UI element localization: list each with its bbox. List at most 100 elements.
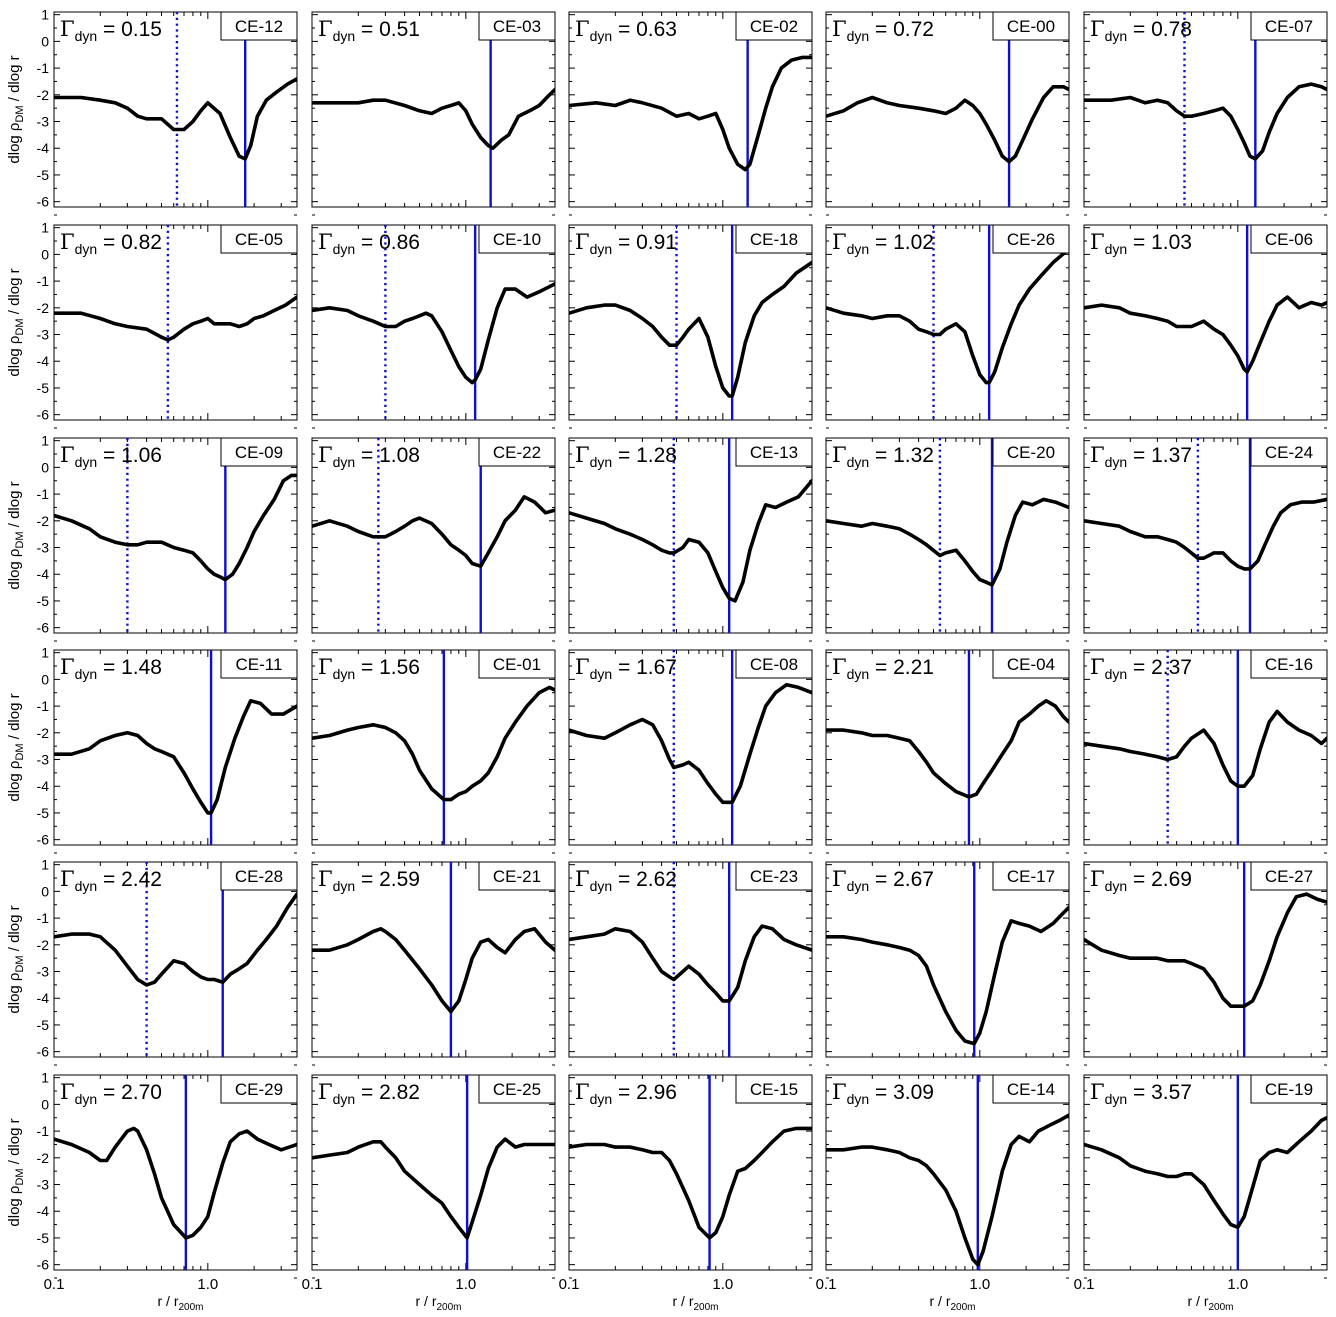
x-tick-label: 0.1 <box>44 1276 65 1293</box>
panel-frame <box>53 1074 298 1271</box>
panel-ce-23: Γdyn = 2.62 CE-23 <box>568 861 813 1066</box>
cluster-label: CE-06 <box>1265 230 1313 249</box>
cluster-label: CE-28 <box>235 867 283 886</box>
y-tick-label: -5 <box>37 1017 50 1033</box>
gamma-annotation: Γdyn = 2.59 <box>318 867 420 894</box>
y-tick-label: -5 <box>37 805 50 821</box>
gamma-annotation: Γdyn = 1.28 <box>575 443 677 470</box>
gamma-annotation: Γdyn = 2.82 <box>318 1080 420 1107</box>
y-tick-label: -5 <box>37 380 50 396</box>
panel-frame <box>53 224 298 421</box>
cluster-label-box <box>478 437 556 467</box>
cluster-label-box <box>478 649 556 679</box>
panel-ce-26: Γdyn = 1.02 CE-26 <box>825 224 1070 429</box>
panel-ce-15: Γdyn = 2.96 CE-15 <box>568 1074 813 1279</box>
panel-ce-19: Γdyn = 3.57 CE-19 <box>1083 1074 1328 1279</box>
x-axis-label: r / r200m <box>929 1293 975 1313</box>
panel-frame <box>53 437 298 634</box>
cluster-label-box <box>478 861 556 891</box>
y-tick-label: -5 <box>37 167 50 183</box>
panel-frame <box>311 224 556 421</box>
x-tick-label: 0.1 <box>559 1276 580 1293</box>
cluster-label: CE-25 <box>493 1080 541 1099</box>
y-tick-label: 0 <box>41 671 49 687</box>
panel-frame <box>311 861 556 1058</box>
y-axis-label: dlog ρDM / dlog r <box>6 481 26 589</box>
panel-ce-09: Γdyn = 1.06 CE-09 <box>53 437 298 642</box>
cluster-label: CE-27 <box>1265 867 1313 886</box>
y-tick-label: -1 <box>37 60 50 76</box>
cluster-label-box <box>992 1074 1070 1104</box>
profile-curve <box>312 281 555 385</box>
panel-ce-14: Γdyn = 3.09 CE-14 <box>825 1074 1070 1279</box>
y-tick-label: -4 <box>37 353 50 369</box>
y-tick-label: 1 <box>41 1070 49 1086</box>
y-tick-label: -4 <box>37 990 50 1006</box>
panel-ce-01: Γdyn = 1.56 CE-01 <box>311 649 556 854</box>
cluster-label-box <box>735 1074 813 1104</box>
y-tick-label: -6 <box>37 832 50 848</box>
profile-curve <box>312 494 555 569</box>
panel-frame <box>825 11 1070 208</box>
panel-ce-04: Γdyn = 2.21 CE-04 <box>825 649 1070 854</box>
y-tick-label: -1 <box>37 273 50 289</box>
y-tick-label: -2 <box>37 937 50 953</box>
profile-curve <box>569 924 812 1003</box>
panel-ce-05: Γdyn = 0.82 CE-05 <box>53 224 298 429</box>
cluster-label: CE-01 <box>493 655 541 674</box>
gamma-annotation: Γdyn = 0.72 <box>832 17 934 44</box>
gamma-annotation: Γdyn = 1.37 <box>1090 443 1192 470</box>
cluster-label-box <box>220 1074 298 1104</box>
panel-frame <box>568 1074 813 1271</box>
cluster-label-box <box>1250 1074 1328 1104</box>
gamma-annotation: Γdyn = 0.51 <box>318 17 420 44</box>
cluster-label: CE-10 <box>493 230 541 249</box>
cluster-label: CE-16 <box>1265 655 1313 674</box>
panel-frame <box>1083 1074 1328 1271</box>
cluster-label: CE-07 <box>1265 17 1313 36</box>
profile-curve <box>312 685 555 802</box>
panel-frame <box>825 224 1070 421</box>
gamma-annotation: Γdyn = 1.67 <box>575 655 677 682</box>
cluster-label: CE-00 <box>1007 17 1055 36</box>
y-tick-label: -6 <box>37 1257 50 1273</box>
y-axis-label: dlog ρDM / dlog r <box>6 55 26 163</box>
y-tick-label: 0 <box>41 883 49 899</box>
y-tick-label: 1 <box>41 857 49 873</box>
profile-curve <box>1084 82 1327 161</box>
cluster-label: CE-24 <box>1265 443 1313 462</box>
cluster-label-box <box>1250 224 1328 254</box>
profile-curve <box>826 247 1069 385</box>
profile-curve <box>54 892 297 987</box>
panel-frame <box>311 437 556 634</box>
panel-ce-28: Γdyn = 2.42 CE-28 <box>53 861 298 1066</box>
y-tick-label: -4 <box>37 140 50 156</box>
y-tick-label: -4 <box>37 566 50 582</box>
y-tick-label: -6 <box>37 407 50 423</box>
panel-ce-18: Γdyn = 0.91 CE-18 <box>568 224 813 429</box>
panel-ce-24: Γdyn = 1.37 CE-24 <box>1083 437 1328 642</box>
gamma-annotation: Γdyn = 0.82 <box>60 230 162 257</box>
gamma-annotation: Γdyn = 0.86 <box>318 230 420 257</box>
panel-frame <box>568 861 813 1058</box>
panel-ce-16: Γdyn = 2.37 CE-16 <box>1083 649 1328 854</box>
cluster-label-box <box>220 861 298 891</box>
profile-curve <box>54 1126 297 1240</box>
panel-frame <box>568 224 813 421</box>
cluster-label-box <box>992 11 1070 41</box>
profile-curve <box>312 87 555 150</box>
panel-ce-25: Γdyn = 2.82 CE-25 <box>311 1074 556 1279</box>
gamma-annotation: Γdyn = 1.08 <box>318 443 420 470</box>
x-tick-label: 1.0 <box>1227 1276 1248 1293</box>
y-tick-label: -1 <box>37 698 50 714</box>
panel-frame <box>825 649 1070 846</box>
profile-curve <box>312 1137 555 1240</box>
gamma-annotation: Γdyn = 3.09 <box>832 1080 934 1107</box>
y-tick-label: -1 <box>37 910 50 926</box>
panel-frame <box>311 11 556 208</box>
y-tick-label: 0 <box>41 459 49 475</box>
cluster-label: CE-23 <box>750 867 798 886</box>
y-axis-label: dlog ρDM / dlog r <box>6 905 26 1013</box>
profile-curve <box>1084 1115 1327 1230</box>
